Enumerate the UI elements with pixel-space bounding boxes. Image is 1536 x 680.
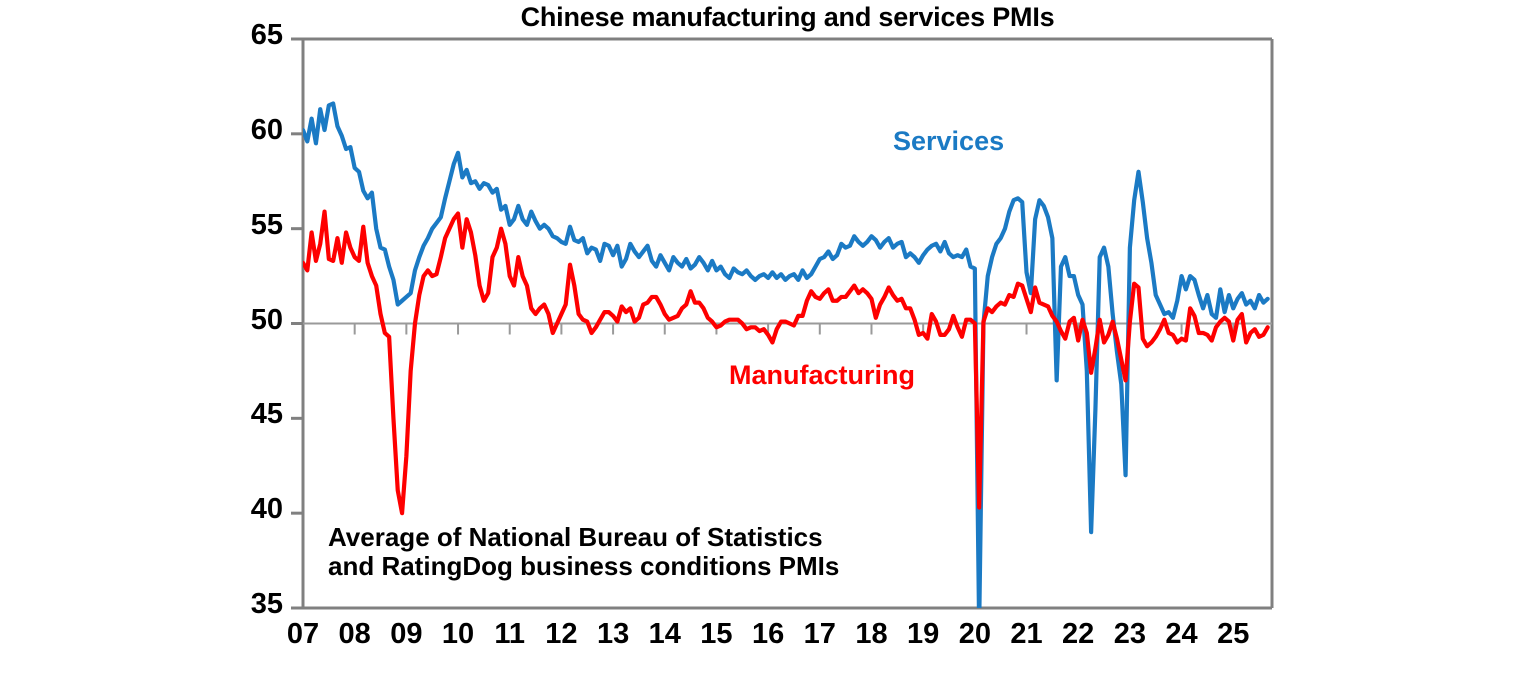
series-layer: [303, 101, 1270, 608]
chart-title: Chinese manufacturing and services PMIs: [520, 2, 1055, 32]
x-axis-tick-label: 20: [958, 618, 991, 650]
x-axis-tick-label: 13: [596, 618, 630, 650]
series-label-manufacturing: Manufacturing: [729, 360, 915, 390]
x-axis-tick-label: 14: [648, 618, 681, 650]
x-axis-tick-label: 16: [751, 618, 785, 650]
x-axis-tick-label: 07: [286, 618, 320, 650]
x-axis-tick-label: 24: [1165, 618, 1198, 650]
y-axis-tick-label: 45: [250, 398, 283, 431]
source-note-line-1: Average of National Bureau of Statistics: [328, 522, 823, 552]
x-axis-tick-label: 10: [441, 618, 475, 650]
series-label-services: Services: [893, 126, 1005, 156]
x-axis-tick-label: 11: [494, 618, 526, 650]
x-axis-tick-label: 08: [338, 618, 371, 650]
x-axis-tick-label: 15: [700, 618, 733, 650]
series-line-services: [303, 101, 1270, 608]
x-axis-tick-label: 21: [1010, 618, 1043, 650]
x-axis-tick-label: 17: [803, 618, 836, 650]
x-axis-tick-label: 23: [1113, 618, 1146, 650]
x-axis-tick-label: 22: [1062, 618, 1095, 650]
series-line-manufacturing: [303, 209, 1270, 516]
source-note: Average of National Bureau of Statistics…: [328, 522, 840, 582]
x-axis-tick-label: 18: [855, 618, 888, 650]
x-axis-tick-label: 09: [390, 618, 423, 650]
x-axis-tick-label: 19: [907, 618, 940, 650]
y-axis-tick-label: 65: [250, 19, 283, 51]
y-axis-tick-label: 60: [250, 113, 283, 146]
x-axis-tick-label: 25: [1217, 618, 1250, 650]
y-axis-tick-label: 50: [250, 303, 283, 336]
source-note-line-2: and RatingDog business conditions PMIs: [328, 551, 840, 582]
x-axis-tick-label: 12: [545, 618, 578, 650]
y-axis-tick-label: 40: [250, 493, 283, 526]
y-axis-tick-label: 55: [250, 208, 283, 241]
y-axis-tick-label: 35: [250, 588, 283, 620]
